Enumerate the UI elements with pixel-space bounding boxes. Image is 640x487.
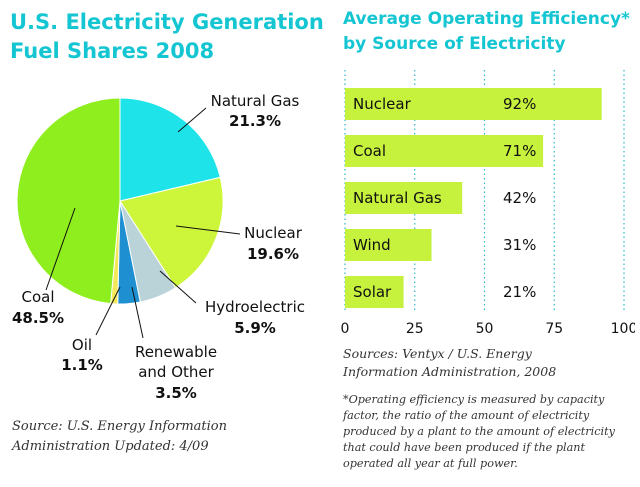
footnote-line-4: that could have been produced if the pla… — [343, 441, 585, 454]
bar-title-line-1: Average Operating Efficiency* — [343, 9, 630, 29]
bar-value-natural-gas: 42% — [503, 189, 536, 207]
pie-label-hydroelectric: Hydroelectric — [205, 298, 305, 316]
pie-value-renewable-and-other: 3.5% — [155, 384, 197, 400]
pie-value-nuclear: 19.6% — [247, 245, 299, 263]
pie-value-oil: 1.1% — [61, 356, 103, 374]
pie-slice-natural-gas — [119, 97, 221, 202]
leader-line-hydroelectric — [159, 270, 197, 304]
bar-chart-title: Average Operating Efficiency* by Source … — [343, 7, 630, 57]
pie-label-nuclear: Nuclear — [244, 224, 303, 242]
leader-line-renewable-and-other — [131, 286, 144, 339]
bar-value-nuclear: 92% — [503, 95, 536, 113]
bar-coal — [345, 135, 544, 167]
bar-nuclear — [345, 88, 602, 120]
footnote-line-3: produced by a plant to the amount of ele… — [343, 425, 615, 438]
tick-label-0: 0 — [341, 321, 350, 337]
tick-label-100: 100 — [611, 321, 635, 337]
bar-label-coal: Coal — [353, 142, 386, 160]
leader-line-coal — [45, 207, 76, 291]
bar-label-nuclear: Nuclear — [353, 95, 412, 113]
bar-source-line-1: Sources: Ventyx / U.S. Energy — [343, 346, 532, 361]
pie-label-renewable-and-other-2: and Other — [138, 363, 214, 381]
pie-label-oil: Oil — [72, 336, 92, 354]
pie-label-coal: Coal — [21, 288, 54, 306]
pie-chart-title: U.S. Electricity Generation Fuel Shares … — [10, 8, 324, 66]
bar-value-solar: 21% — [503, 283, 536, 301]
leader-line-nuclear — [175, 225, 241, 235]
footnote-line-5: operated all year at full power. — [343, 457, 518, 470]
bar-label-solar: Solar — [353, 283, 392, 301]
tick-label-25: 25 — [406, 321, 424, 337]
pie-value-natural-gas: 21.3% — [229, 112, 281, 130]
pie-slice-coal — [16, 97, 121, 305]
pie-source-line-1: Source: U.S. Energy Information — [12, 419, 227, 434]
pie-value-hydroelectric: 5.9% — [234, 319, 276, 337]
pie-source-note: Source: U.S. Energy Information Administ… — [12, 417, 312, 457]
pie-title-line-2: Fuel Shares 2008 — [10, 39, 215, 63]
pie-slice-nuclear — [119, 176, 224, 289]
bar-title-line-2: by Source of Electricity — [343, 34, 566, 54]
bar-source-note: Sources: Ventyx / U.S. Energy Informatio… — [343, 345, 633, 381]
bar-source-line-2: Information Administration, 2008 — [343, 364, 557, 379]
pie-label-renewable-and-other-1: Renewable — [135, 343, 217, 361]
pie-title-line-1: U.S. Electricity Generation — [10, 10, 324, 34]
bar-solar — [345, 276, 404, 308]
tick-label-50: 50 — [476, 321, 494, 337]
pie-label-natural-gas: Natural Gas — [211, 92, 300, 110]
bar-wind — [345, 229, 432, 261]
leader-line-oil — [95, 286, 121, 336]
tick-label-75: 75 — [545, 321, 563, 337]
bar-chart: 0 25 50 75 100 Nuclear 92% Coal 71% Natural Gas 42… — [341, 70, 635, 337]
bar-value-wind: 31% — [503, 236, 536, 254]
bar-label-natural-gas: Natural Gas — [353, 189, 442, 207]
leader-line-natural-gas — [177, 107, 207, 133]
bar-value-coal: 71% — [503, 142, 536, 160]
bar-label-wind: Wind — [353, 236, 391, 254]
footnote-line-1: *Operating efficiency is measured by cap… — [343, 393, 605, 406]
footnote-line-2: factor, the ratio of the amount of elect… — [343, 409, 590, 422]
pie-source-line-2: Administration Updated: 4/09 — [12, 439, 209, 454]
efficiency-footnote: *Operating efficiency is measured by cap… — [343, 392, 635, 472]
pie-value-coal: 48.5% — [12, 309, 64, 327]
pie-chart: Natural Gas 21.3% Nuclear 19.6% Hydroelectri… — [12, 92, 305, 400]
bar-natural-gas — [345, 182, 463, 214]
